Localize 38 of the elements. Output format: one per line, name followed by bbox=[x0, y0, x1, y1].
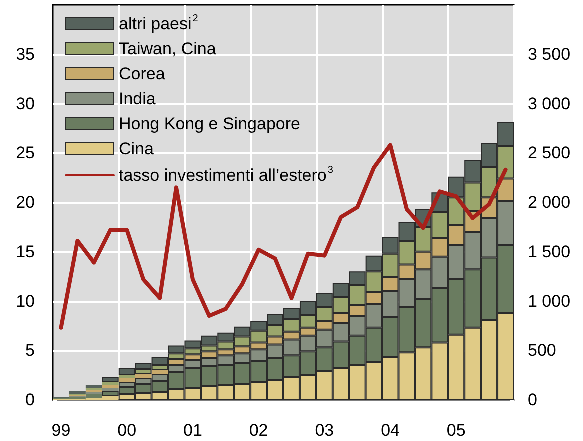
bar bbox=[135, 374, 152, 378]
x-tick-label: 05 bbox=[446, 421, 466, 440]
y-tick-label: 35 bbox=[16, 44, 35, 64]
y-tick-label: 0 bbox=[26, 390, 35, 410]
y-tick-label: 5 bbox=[26, 341, 35, 360]
y-tick-label: 15 bbox=[16, 242, 35, 262]
y2-tick-label: 3 500 bbox=[528, 44, 571, 64]
x-tick-label: 04 bbox=[381, 421, 400, 440]
line-series bbox=[59, 143, 508, 330]
y2-tick-label: 3 000 bbox=[528, 94, 571, 114]
legend-label: Corea bbox=[119, 64, 166, 84]
bar bbox=[152, 370, 168, 374]
bar bbox=[102, 385, 119, 388]
bar bbox=[102, 388, 119, 392]
bar bbox=[118, 375, 136, 378]
y-tick-label: 20 bbox=[16, 193, 35, 212]
legend-label: Cina bbox=[119, 140, 155, 158]
legend-label: India bbox=[119, 90, 156, 108]
y-tick-label: 30 bbox=[16, 94, 35, 114]
bar bbox=[102, 377, 119, 382]
y-tick-label: 25 bbox=[16, 144, 35, 163]
y-tick-label: 10 bbox=[16, 292, 35, 311]
y2-tick-label: 0 bbox=[528, 390, 538, 410]
y2-tick-label: 2 500 bbox=[528, 144, 571, 163]
x-tick-label: 99 bbox=[52, 421, 71, 440]
y2-tick-label: 500 bbox=[528, 341, 556, 360]
x-tick-label: 02 bbox=[249, 421, 268, 440]
x-tick-label: 01 bbox=[183, 421, 202, 440]
legend-label: Taiwan, Cina bbox=[119, 40, 217, 58]
bar bbox=[69, 391, 86, 394]
y2-tick-label: 1 000 bbox=[528, 292, 571, 311]
legend-label: Hong Kong e Singapore bbox=[119, 114, 300, 134]
bar bbox=[86, 385, 102, 388]
bar bbox=[102, 382, 119, 386]
y2-tick-label: 1 500 bbox=[528, 242, 571, 262]
x-tick-label: 03 bbox=[315, 421, 334, 440]
y2-tick-label: 2 000 bbox=[528, 193, 571, 212]
x-tick-label: 00 bbox=[118, 421, 137, 440]
